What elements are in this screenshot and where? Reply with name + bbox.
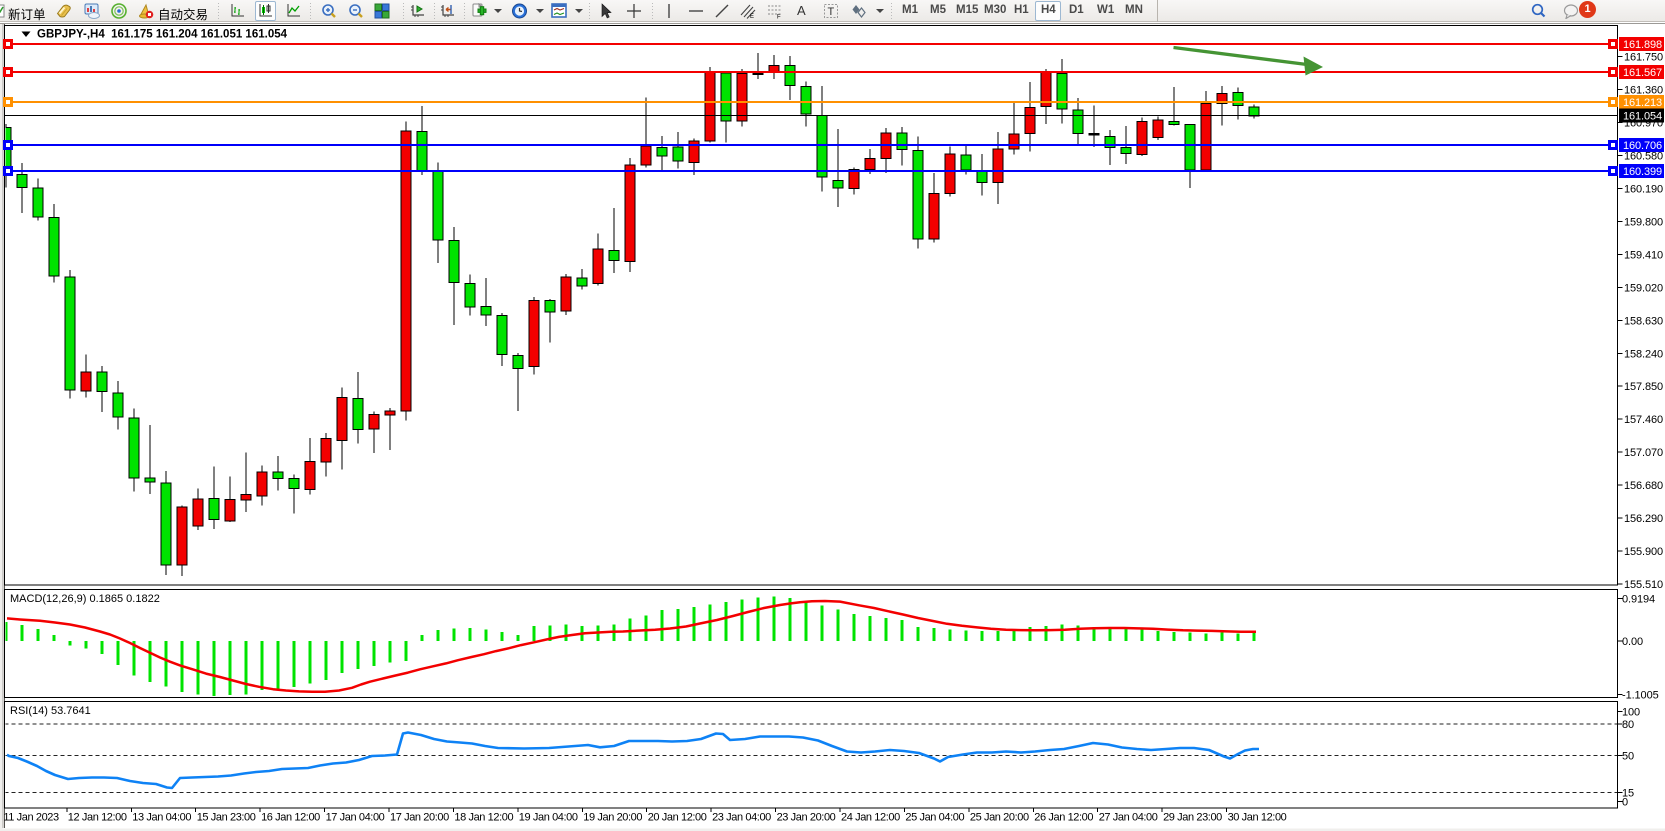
svg-text:161.567: 161.567 <box>1623 67 1662 79</box>
svg-text:0.9194: 0.9194 <box>1622 594 1655 606</box>
svg-text:15 Jan 23:00: 15 Jan 23:00 <box>197 812 256 824</box>
svg-text:158.240: 158.240 <box>1624 348 1663 360</box>
svg-text:T: T <box>828 6 835 18</box>
svg-text:80: 80 <box>1622 719 1634 731</box>
svg-text:26 Jan 12:00: 26 Jan 12:00 <box>1034 812 1093 824</box>
svg-text:155.510: 155.510 <box>1624 579 1663 591</box>
svg-text:RSI(14) 53.7641: RSI(14) 53.7641 <box>10 705 91 717</box>
svg-text:156.290: 156.290 <box>1624 513 1663 525</box>
svg-text:23 Jan 04:00: 23 Jan 04:00 <box>712 812 771 824</box>
svg-text:100: 100 <box>1622 706 1640 718</box>
svg-text:159.020: 159.020 <box>1624 282 1663 294</box>
svg-text:GBPJPY-,H4 161.175 161.204 16: GBPJPY-,H4 161.175 161.204 161.051 161.0… <box>37 29 288 41</box>
svg-text:F: F <box>777 15 781 20</box>
svg-text:156.680: 156.680 <box>1624 480 1663 492</box>
svg-text:0.00: 0.00 <box>1622 636 1643 648</box>
svg-text:15: 15 <box>1622 788 1634 800</box>
svg-text:19 Jan 20:00: 19 Jan 20:00 <box>583 812 642 824</box>
svg-text:161.750: 161.750 <box>1624 52 1663 64</box>
svg-text:16 Jan 12:00: 16 Jan 12:00 <box>261 812 320 824</box>
svg-text:13 Jan 04:00: 13 Jan 04:00 <box>132 812 191 824</box>
svg-text:29 Jan 23:00: 29 Jan 23:00 <box>1163 812 1222 824</box>
svg-text:158.630: 158.630 <box>1624 315 1663 327</box>
svg-text:-1.1005: -1.1005 <box>1622 690 1659 702</box>
svg-text:17 Jan 04:00: 17 Jan 04:00 <box>326 812 385 824</box>
svg-text:11 Jan 2023: 11 Jan 2023 <box>3 812 59 824</box>
svg-text:161.898: 161.898 <box>1623 39 1662 51</box>
svg-text:155.900: 155.900 <box>1624 546 1663 558</box>
svg-text:161.213: 161.213 <box>1623 97 1662 109</box>
svg-text:24 Jan 12:00: 24 Jan 12:00 <box>841 812 900 824</box>
svg-text:25 Jan 04:00: 25 Jan 04:00 <box>905 812 964 824</box>
svg-text:30 Jan 12:00: 30 Jan 12:00 <box>1228 812 1287 824</box>
svg-text:157.070: 157.070 <box>1624 447 1663 459</box>
svg-text:157.850: 157.850 <box>1624 381 1663 393</box>
svg-text:160.580: 160.580 <box>1624 151 1663 163</box>
svg-text:159.410: 159.410 <box>1624 249 1663 261</box>
svg-text:20 Jan 12:00: 20 Jan 12:00 <box>648 812 707 824</box>
svg-text:50: 50 <box>1622 750 1634 762</box>
svg-text:157.460: 157.460 <box>1624 414 1663 426</box>
svg-text:160.706: 160.706 <box>1623 140 1662 152</box>
svg-text:25 Jan 20:00: 25 Jan 20:00 <box>970 812 1029 824</box>
svg-text:159.800: 159.800 <box>1624 216 1663 228</box>
svg-text:0: 0 <box>1622 797 1628 809</box>
svg-text:18 Jan 12:00: 18 Jan 12:00 <box>454 812 513 824</box>
svg-text:27 Jan 04:00: 27 Jan 04:00 <box>1099 812 1158 824</box>
svg-text:161.360: 161.360 <box>1624 85 1663 97</box>
svg-text:23 Jan 20:00: 23 Jan 20:00 <box>777 812 836 824</box>
svg-text:17 Jan 20:00: 17 Jan 20:00 <box>390 812 449 824</box>
svg-text:160.399: 160.399 <box>1623 166 1662 178</box>
svg-text:160.190: 160.190 <box>1624 183 1663 195</box>
svg-text:19 Jan 04:00: 19 Jan 04:00 <box>519 812 578 824</box>
svg-text:MACD(12,26,9) 0.1865 0.1822: MACD(12,26,9) 0.1865 0.1822 <box>10 593 160 605</box>
svg-text:E: E <box>750 14 754 19</box>
svg-text:12 Jan 12:00: 12 Jan 12:00 <box>68 812 127 824</box>
svg-text:161.054: 161.054 <box>1623 110 1662 122</box>
